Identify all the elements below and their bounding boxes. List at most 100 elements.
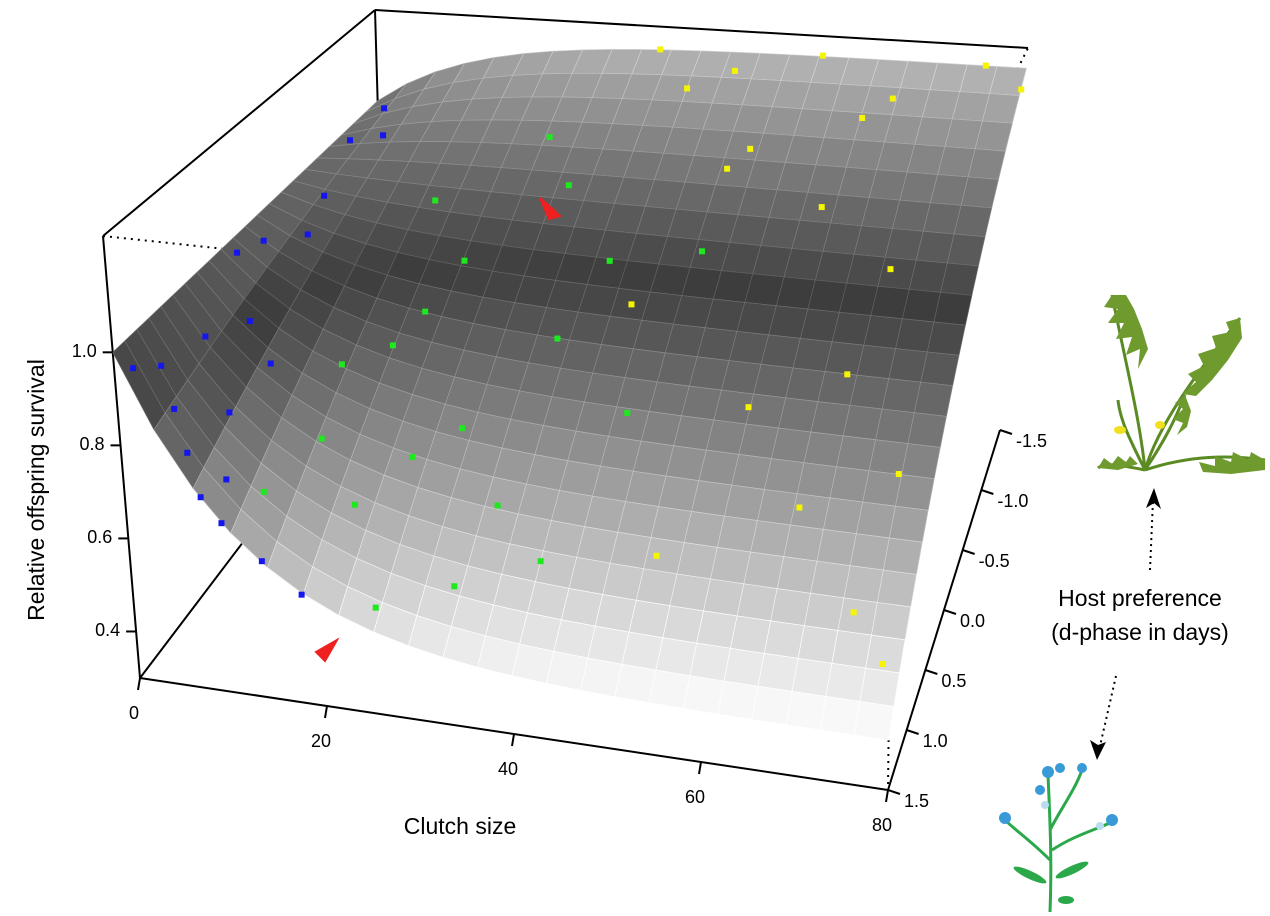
data-point <box>390 342 396 348</box>
data-point <box>432 197 438 203</box>
x-tick <box>138 678 140 690</box>
surface-patch <box>927 322 965 355</box>
data-point <box>654 553 660 559</box>
y-tick-label: -0.5 <box>979 551 1010 571</box>
x-axis-label: Clutch size <box>404 813 516 839</box>
surface-patch <box>817 529 856 565</box>
surface-patch <box>947 234 985 266</box>
box-edge <box>103 236 140 678</box>
surface-patch <box>921 352 959 386</box>
data-point <box>373 605 379 611</box>
surface-patch <box>730 616 770 653</box>
surface-patch <box>744 552 784 589</box>
arrow <box>316 640 337 661</box>
data-point <box>259 558 265 564</box>
surface-patch <box>820 696 860 735</box>
data-point <box>299 592 305 598</box>
surface-patch <box>718 681 758 719</box>
data-point <box>261 238 267 244</box>
data-point <box>184 450 190 456</box>
y-tick <box>925 670 937 674</box>
data-point <box>218 520 224 526</box>
data-point <box>268 361 274 367</box>
surface-patch <box>850 534 889 570</box>
x-tick-label: 0 <box>129 703 139 723</box>
surface-patch <box>838 598 877 635</box>
surface-patch <box>751 521 791 557</box>
arrow <box>1146 488 1161 509</box>
surface-patch <box>683 676 724 714</box>
surface-patch <box>889 506 928 542</box>
data-point <box>226 409 232 415</box>
z-axis-label: Relative offspring survival <box>23 359 49 621</box>
surface-patch <box>784 525 824 561</box>
y-tick-label: 1.5 <box>904 791 929 811</box>
surface-patch <box>877 570 916 607</box>
data-point <box>247 318 253 324</box>
y-tick <box>944 610 956 614</box>
surface-patch <box>882 379 921 413</box>
surface-patch <box>670 574 711 611</box>
surface-patch <box>737 584 777 621</box>
surface-patch <box>798 626 838 664</box>
x-tick <box>886 790 888 802</box>
surface-patch <box>871 602 910 639</box>
surface-patch <box>914 382 952 416</box>
surface-patch <box>941 263 979 295</box>
z-tick-label: 0.6 <box>87 527 112 547</box>
surface-patch <box>961 177 998 208</box>
data-point <box>223 476 229 482</box>
y-tick-label: -1.0 <box>997 491 1028 511</box>
surface-patch <box>804 593 844 630</box>
data-point <box>459 425 465 431</box>
x-tick <box>699 762 701 774</box>
y-tick <box>981 490 993 494</box>
data-point <box>657 46 663 52</box>
surface-patch <box>764 621 804 659</box>
surface-patch <box>876 409 915 444</box>
surface-patch <box>837 436 876 471</box>
plant-flowers <box>999 763 1118 830</box>
surface-patch <box>656 638 697 676</box>
surface-patch <box>724 648 764 686</box>
plant-icon <box>1005 770 1112 912</box>
data-point <box>746 404 752 410</box>
data-point <box>461 258 467 264</box>
surface-patch <box>581 658 622 697</box>
data-point <box>819 204 825 210</box>
data-point <box>820 53 826 59</box>
data-point <box>198 494 204 500</box>
data-point <box>983 63 989 69</box>
data-point <box>890 96 896 102</box>
surface-patch <box>622 632 663 670</box>
surface-patch <box>710 547 750 583</box>
x-tick-label: 20 <box>311 731 331 751</box>
data-point <box>1018 86 1024 92</box>
data-point <box>339 361 345 367</box>
data-point <box>624 410 630 416</box>
surface-patch <box>758 653 798 691</box>
surface-patch <box>832 630 872 668</box>
data-point <box>202 334 208 340</box>
surface-patch <box>790 494 830 530</box>
surface-patch <box>752 686 792 724</box>
data-point <box>732 68 738 74</box>
data-point <box>352 502 358 508</box>
data-point <box>896 471 902 477</box>
x-tick-label: 40 <box>498 759 518 779</box>
data-point <box>409 454 415 460</box>
arrow <box>1100 676 1116 746</box>
z-tick-label: 0.4 <box>95 620 120 640</box>
surface-patch <box>869 440 908 475</box>
data-point <box>628 301 634 307</box>
surface-patch <box>843 405 882 439</box>
y-tick <box>888 790 900 794</box>
surface-patch <box>895 475 934 511</box>
data-point <box>684 85 690 91</box>
x-tick <box>325 706 327 718</box>
data-point <box>495 503 501 509</box>
plant-leaves <box>1098 295 1265 474</box>
data-point <box>234 250 240 256</box>
surface-patch <box>704 579 744 616</box>
surface-patch <box>811 561 851 598</box>
